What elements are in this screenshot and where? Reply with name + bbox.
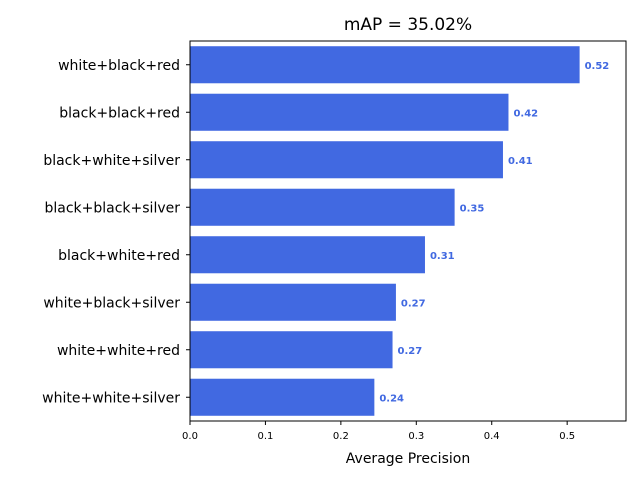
- category-label: white+black+red: [58, 58, 180, 74]
- category-label: black+white+silver: [43, 153, 180, 169]
- bar: [190, 93, 509, 131]
- chart-title: mAP = 35.02%: [344, 15, 472, 35]
- value-label: 0.42: [513, 108, 538, 119]
- x-tick-label: 0.3: [408, 431, 424, 442]
- bar: [190, 141, 503, 179]
- value-label: 0.24: [379, 393, 404, 404]
- bars-layer: 0.52 0.42 0.41 0.35 0.31 0.27 0.27 0.24: [190, 46, 609, 416]
- category-label: black+black+silver: [44, 200, 180, 216]
- value-label: 0.27: [401, 298, 426, 309]
- category-label: white+white+silver: [42, 390, 180, 406]
- plot-frame: [189, 40, 627, 422]
- category-label: black+white+red: [58, 248, 180, 264]
- bar: [190, 378, 375, 416]
- x-tick-label: 0.0: [182, 431, 198, 442]
- bar: [190, 283, 396, 321]
- x-axis-label: Average Precision: [346, 451, 470, 467]
- category-label: white+white+red: [57, 343, 180, 359]
- value-label: 0.27: [398, 346, 423, 357]
- value-label: 0.35: [460, 203, 485, 214]
- x-tick-label: 0.2: [333, 431, 349, 442]
- x-tick-label: 0.4: [484, 431, 500, 442]
- category-label: white+black+silver: [43, 295, 180, 311]
- bar: [190, 331, 393, 369]
- category-label: black+black+red: [59, 105, 180, 121]
- bar: [190, 46, 580, 84]
- x-tick-label: 0.5: [559, 431, 575, 442]
- bar: [190, 188, 455, 226]
- x-tick-label: 0.1: [257, 431, 273, 442]
- bar: [190, 236, 425, 274]
- value-label: 0.52: [585, 61, 610, 72]
- value-label: 0.31: [430, 251, 455, 262]
- value-label: 0.41: [508, 156, 533, 167]
- axes-layer: white+black+red black+black+red black+whit…: [42, 40, 627, 442]
